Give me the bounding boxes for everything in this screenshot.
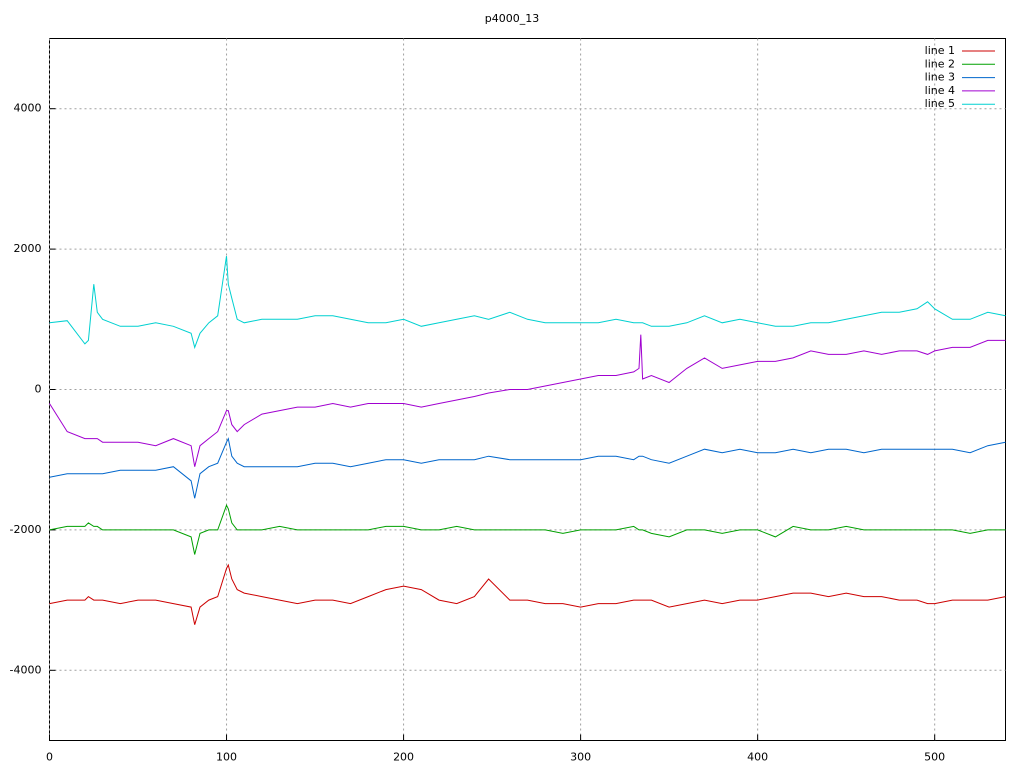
series-line — [49, 563, 1006, 625]
series-line — [49, 334, 1006, 467]
series-line — [49, 504, 1006, 555]
series-line — [49, 256, 1006, 350]
y-tick-label: 4000 — [14, 102, 42, 115]
y-tick-label: -2000 — [10, 523, 42, 536]
y-tick-label: -4000 — [10, 663, 42, 676]
series-line — [49, 437, 1006, 499]
legend-label: line 4 — [925, 84, 955, 97]
y-tick-label: 0 — [35, 383, 42, 396]
x-tick-label: 400 — [747, 751, 768, 764]
x-tick-label: 0 — [46, 751, 53, 764]
y-tick-label: 2000 — [14, 242, 42, 255]
x-tick-label: 500 — [924, 751, 945, 764]
x-tick-label: 200 — [393, 751, 414, 764]
x-tick-label: 100 — [216, 751, 237, 764]
legend-label: line 1 — [925, 44, 955, 57]
chart-title: p4000_13 — [485, 12, 539, 25]
x-tick-label: 300 — [570, 751, 591, 764]
legend-label: line 3 — [925, 71, 955, 84]
legend-label: line 5 — [925, 97, 955, 110]
legend-label: line 2 — [925, 57, 955, 70]
